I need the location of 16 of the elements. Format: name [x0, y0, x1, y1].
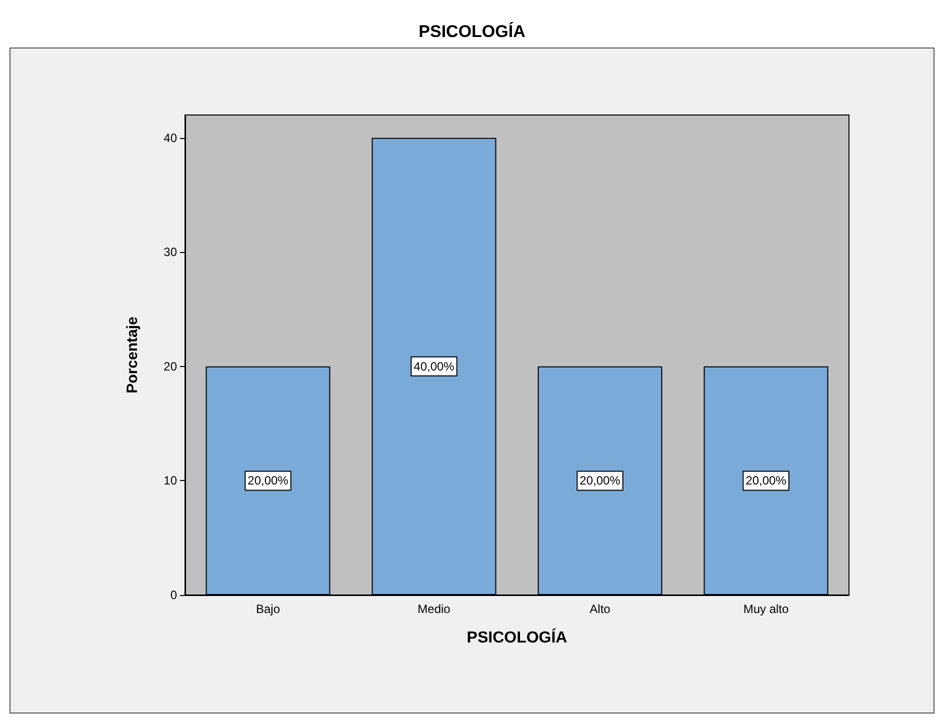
y-tick-label: 40	[164, 130, 178, 145]
data-label: 40,00%	[414, 359, 455, 374]
data-label: 20,00%	[746, 474, 787, 488]
chart-title: PSICOLOGÍA	[418, 21, 526, 41]
x-axis-title: PSICOLOGÍA	[466, 628, 568, 646]
x-tick-label: Alto	[590, 602, 611, 616]
y-tick-label: 20	[164, 359, 178, 374]
x-tick-label: Medio	[418, 602, 451, 616]
x-tick-label: Muy alto	[743, 602, 789, 616]
data-label: 20,00%	[580, 474, 621, 488]
x-tick-label: Bajo	[256, 602, 280, 616]
y-tick-label: 0	[170, 588, 178, 602]
data-label: 20,00%	[248, 474, 289, 488]
y-tick-label: 30	[164, 245, 178, 260]
y-axis-title: Porcentaje	[124, 316, 141, 394]
y-tick-label: 10	[164, 474, 178, 488]
